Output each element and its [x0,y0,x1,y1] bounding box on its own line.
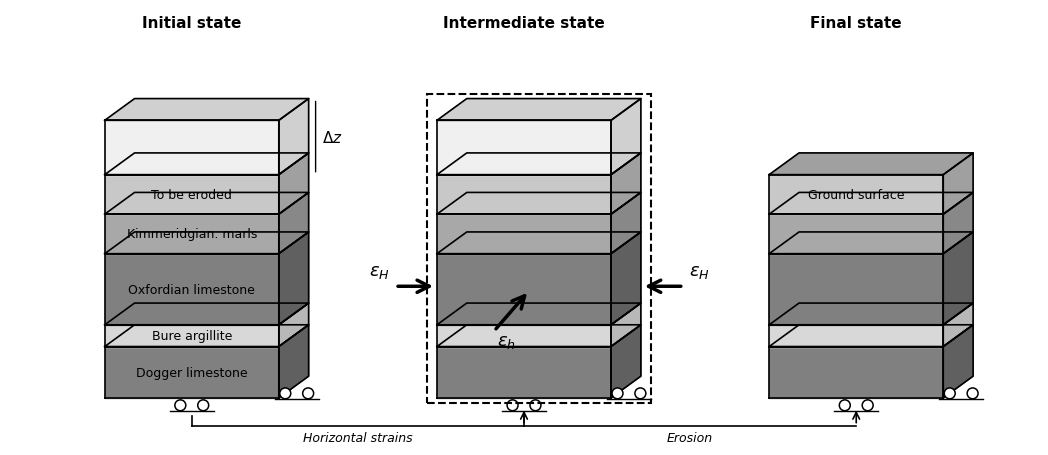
Text: Erosion: Erosion [668,431,714,445]
Polygon shape [105,325,279,347]
Polygon shape [437,303,641,325]
Polygon shape [279,193,309,254]
Polygon shape [105,303,309,325]
Bar [427,95,651,403]
Polygon shape [611,99,641,175]
Polygon shape [611,154,641,215]
Text: Dogger limestone: Dogger limestone [136,366,247,379]
Polygon shape [769,154,974,175]
Polygon shape [279,303,309,347]
Polygon shape [769,303,974,325]
Circle shape [863,400,873,411]
Polygon shape [437,121,611,175]
Polygon shape [279,154,309,215]
Polygon shape [437,325,641,347]
Polygon shape [437,215,611,254]
Circle shape [303,388,313,399]
Polygon shape [769,193,974,215]
Polygon shape [437,254,611,325]
Circle shape [944,388,955,399]
Text: To be eroded: To be eroded [151,188,233,202]
Polygon shape [105,215,279,254]
Polygon shape [279,325,309,398]
Circle shape [612,388,623,399]
Polygon shape [769,325,943,347]
Text: $\varepsilon_H$: $\varepsilon_H$ [369,263,390,281]
Polygon shape [611,303,641,347]
Text: Kimmeridgian. marls: Kimmeridgian. marls [127,228,257,241]
Text: Final state: Final state [810,16,902,31]
Polygon shape [437,99,641,121]
Polygon shape [769,254,943,325]
Polygon shape [105,121,279,175]
Polygon shape [769,175,943,215]
Polygon shape [943,193,974,254]
Text: $\varepsilon_h$: $\varepsilon_h$ [497,332,516,350]
Polygon shape [105,175,279,215]
Polygon shape [769,347,943,398]
Text: Horizontal strains: Horizontal strains [303,431,413,445]
Polygon shape [105,154,309,175]
Polygon shape [105,99,309,121]
Text: Intermediate state: Intermediate state [443,16,605,31]
Polygon shape [437,175,611,215]
Polygon shape [943,233,974,325]
Circle shape [507,400,518,411]
Circle shape [280,388,290,399]
Text: Initial state: Initial state [143,16,241,31]
Polygon shape [769,215,943,254]
Polygon shape [105,193,309,215]
Circle shape [839,400,850,411]
Circle shape [198,400,209,411]
Text: $\varepsilon_H$: $\varepsilon_H$ [689,263,709,281]
Polygon shape [611,233,641,325]
Polygon shape [437,193,641,215]
Text: $\Delta z$: $\Delta z$ [322,129,343,145]
Circle shape [175,400,185,411]
Polygon shape [105,347,279,398]
Polygon shape [943,303,974,347]
Polygon shape [279,233,309,325]
Polygon shape [437,154,641,175]
Polygon shape [437,233,641,254]
Polygon shape [437,325,611,347]
Polygon shape [279,99,309,175]
Text: Oxfordian limestone: Oxfordian limestone [128,283,256,296]
Polygon shape [943,325,974,398]
Polygon shape [105,254,279,325]
Polygon shape [769,233,974,254]
Polygon shape [611,193,641,254]
Polygon shape [769,325,974,347]
Polygon shape [105,233,309,254]
Text: Ground surface: Ground surface [808,188,904,202]
Polygon shape [943,154,974,215]
Circle shape [635,388,646,399]
Polygon shape [611,325,641,398]
Text: Bure argillite: Bure argillite [152,329,232,343]
Polygon shape [437,347,611,398]
Circle shape [530,400,541,411]
Circle shape [967,388,978,399]
Polygon shape [105,325,309,347]
